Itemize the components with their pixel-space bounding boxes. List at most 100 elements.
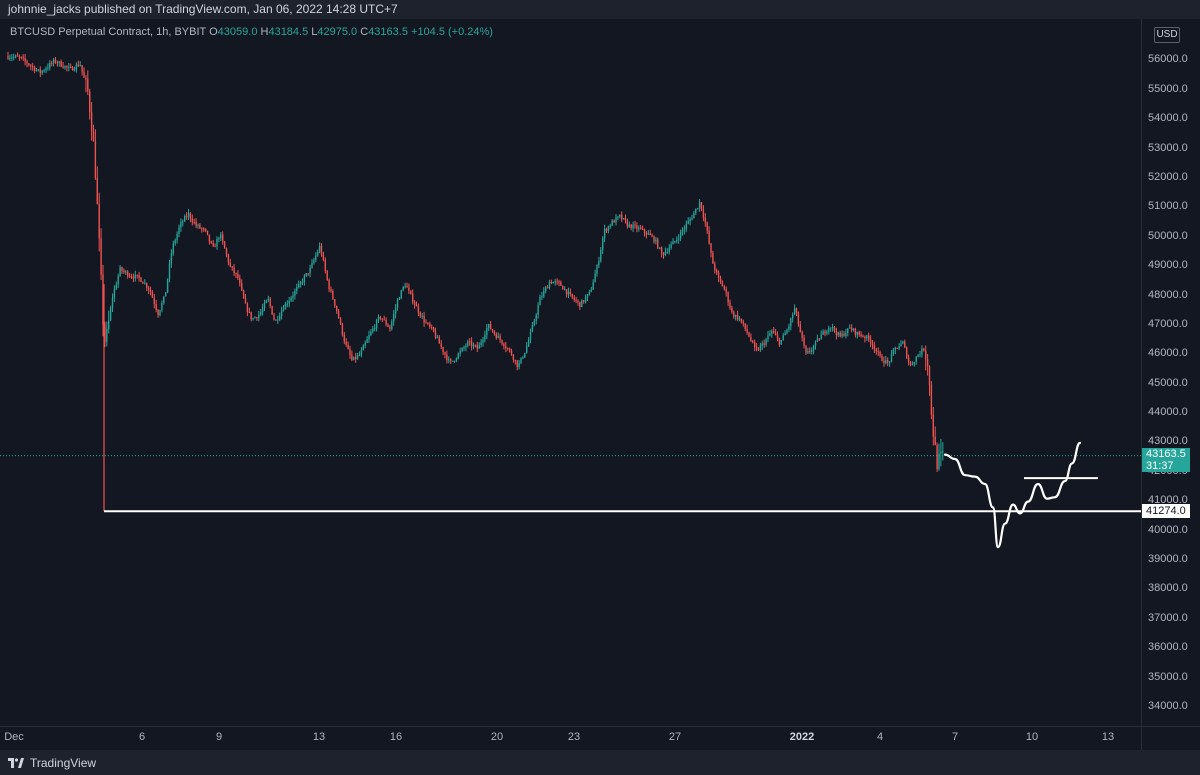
candle-body (904, 341, 906, 348)
candle-body (26, 61, 28, 64)
candle-body (628, 224, 630, 227)
candle-body (774, 332, 777, 336)
candle-body (37, 69, 40, 71)
price-tick-label: 43000.0 (1148, 435, 1188, 448)
candle-body (311, 262, 313, 268)
candle-body (195, 222, 197, 226)
candle-body (600, 249, 602, 262)
candle-body (41, 70, 43, 74)
candle-body (548, 282, 551, 288)
candle-body (9, 57, 11, 59)
projection-drawing[interactable] (943, 441, 1082, 549)
candle-body (818, 338, 820, 340)
candle-body (915, 356, 917, 363)
candle-body (163, 296, 165, 303)
candle-body (489, 324, 492, 330)
time-tick-label: 13 (1101, 731, 1115, 743)
candle-body (710, 243, 712, 253)
time-tick-label: 13 (312, 731, 326, 743)
candle-body (434, 331, 437, 338)
candle-body (550, 282, 553, 284)
candle-body (199, 224, 201, 229)
price-tick-label: 34000.0 (1148, 700, 1188, 712)
price-tick-label: 52000.0 (1148, 170, 1188, 183)
candle-body (792, 314, 794, 319)
candle-body (495, 333, 497, 338)
candle-body (862, 336, 864, 338)
candle-body (440, 343, 442, 348)
candle-body (147, 287, 150, 290)
candle-body (423, 316, 425, 323)
candle-body (750, 336, 752, 341)
price-tick-label: 45000.0 (1148, 376, 1188, 389)
candle-body (404, 286, 406, 288)
candle-body (98, 203, 100, 239)
candle-body (309, 267, 311, 274)
candle-body (845, 333, 847, 336)
candle-body (75, 64, 78, 70)
candle-body (117, 276, 119, 285)
candle-body (567, 291, 570, 295)
candle-body (412, 293, 414, 303)
candle-body (622, 218, 625, 220)
candle-body (491, 329, 494, 332)
candle-body (592, 282, 594, 290)
candle-body (579, 301, 581, 308)
candle-body (860, 334, 862, 337)
candle-body (921, 348, 923, 355)
candle-body (830, 327, 832, 329)
candle-body (436, 337, 439, 339)
candle-body (54, 59, 57, 63)
candle-body (64, 65, 66, 68)
candle-body (96, 178, 98, 204)
candle-body (869, 339, 872, 344)
candle-body (545, 287, 547, 291)
candle-body (258, 314, 260, 319)
price-tick-label: 41000.0 (1148, 494, 1188, 507)
candle-body (474, 345, 477, 347)
price-chart[interactable] (0, 0, 1141, 726)
candle-body (763, 343, 765, 345)
candle-body (457, 353, 459, 359)
candle-body (398, 298, 401, 300)
candle-body (771, 331, 773, 334)
candle-body (218, 238, 220, 240)
candle-body (455, 358, 458, 361)
candle-body (634, 224, 636, 226)
candle-body (691, 218, 693, 220)
candle-body (89, 91, 91, 113)
candle-body (58, 61, 60, 64)
candle-body (624, 218, 627, 221)
candle-body (197, 224, 199, 226)
candle-body (377, 316, 380, 321)
candle-body (225, 248, 228, 255)
candle-body (121, 267, 123, 271)
candle-body (73, 69, 76, 71)
candle-body (776, 335, 779, 339)
candle-body (279, 315, 281, 320)
time-axis[interactable]: Dec 6 9 13 16 20 23 27 2022 4 7 10 13 (0, 726, 1141, 751)
candle-body (459, 351, 461, 354)
candle-body (383, 319, 385, 321)
candle-body (757, 349, 760, 351)
price-axis[interactable]: 56000.0 55000.0 54000.0 53000.0 52000.0 51000… (1141, 19, 1200, 726)
candle-body (607, 226, 610, 231)
candle-body (178, 227, 180, 234)
candle-body (125, 271, 127, 273)
price-tick-label: 55000.0 (1148, 82, 1188, 95)
candle-body (761, 343, 763, 346)
candle-body (641, 228, 644, 230)
candle-body (594, 273, 596, 283)
candle-body (733, 312, 735, 317)
candle-body (111, 297, 114, 308)
candle-body (735, 314, 737, 317)
candle-body (413, 302, 416, 305)
candle-body (664, 251, 667, 255)
candle-body (866, 335, 868, 339)
chart-pane[interactable] (0, 19, 1141, 726)
currency-badge[interactable]: USD (1154, 27, 1180, 43)
candle-body (693, 212, 695, 219)
candle-body (244, 298, 247, 304)
candle-body (803, 337, 805, 346)
candle-body (643, 229, 646, 233)
